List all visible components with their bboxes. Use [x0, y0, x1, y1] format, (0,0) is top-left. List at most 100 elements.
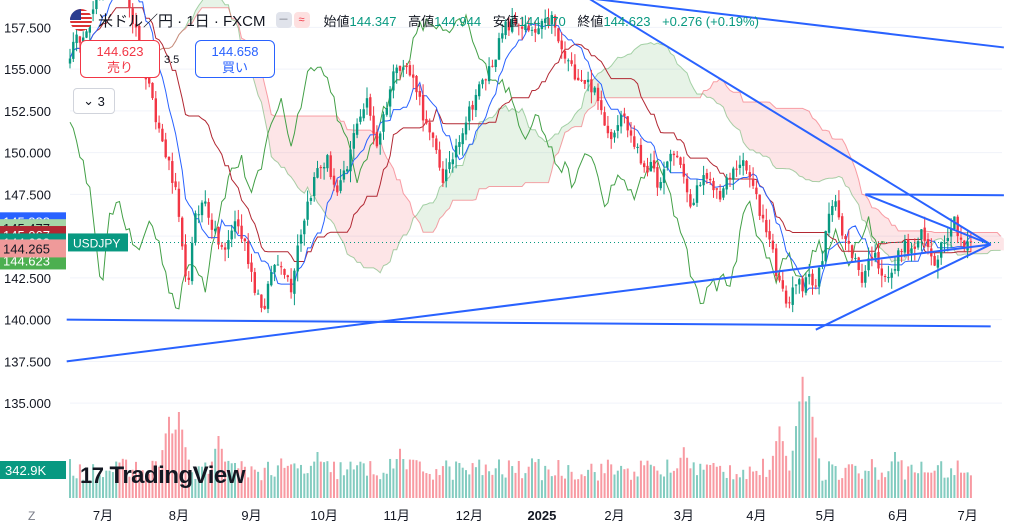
indicator-toggle[interactable]: － ≈: [275, 12, 310, 28]
cloud-segment: [581, 93, 585, 127]
candle: [699, 184, 702, 186]
price-tag: [0, 239, 66, 258]
candle: [184, 244, 187, 277]
cloud-segment: [294, 116, 298, 188]
cloud-segment: [277, 116, 282, 168]
candle: [788, 302, 791, 304]
volume-bar: [758, 475, 761, 498]
candle: [540, 20, 544, 30]
volume-bar: [240, 461, 243, 498]
wave-icon[interactable]: ≈: [293, 12, 310, 28]
candle: [613, 132, 616, 138]
volume-bar: [933, 470, 936, 498]
cloud-segment: [584, 88, 589, 115]
volume-bar: [930, 472, 933, 498]
candle: [148, 77, 151, 84]
trend-line[interactable]: [483, 0, 1005, 49]
volume-bar: [501, 474, 504, 498]
volume-bar: [943, 477, 946, 498]
cloud-segment: [271, 114, 275, 161]
volume-bar: [448, 466, 451, 498]
candle: [784, 290, 788, 304]
candle: [448, 162, 451, 170]
cloud-segment: [370, 130, 374, 268]
trend-line[interactable]: [864, 193, 992, 246]
volume-bar: [861, 478, 863, 498]
trend-line[interactable]: [815, 243, 992, 331]
cloud-segment: [291, 116, 295, 182]
volume-bar: [121, 458, 124, 498]
candle: [197, 214, 200, 216]
minus-icon[interactable]: －: [275, 12, 292, 28]
candle: [511, 19, 514, 32]
trend-line[interactable]: [66, 243, 991, 363]
candle: [907, 238, 910, 254]
volume-bar: [630, 479, 632, 498]
volume-bar: [158, 466, 161, 498]
volume-bar: [880, 472, 883, 498]
volume-bar: [828, 461, 830, 498]
y-tick-label: 157.500: [4, 20, 51, 35]
candle: [303, 220, 306, 235]
candle: [827, 213, 831, 233]
candle: [478, 84, 481, 97]
volume-bar: [385, 473, 388, 498]
candle: [471, 104, 474, 110]
candle: [286, 275, 289, 278]
cloud-segment: [881, 214, 886, 253]
volume-bar: [207, 473, 210, 498]
candle: [138, 25, 141, 52]
candle: [738, 164, 742, 168]
volume-bar: [481, 475, 484, 498]
candle: [319, 167, 322, 169]
timezone-label[interactable]: Z: [28, 509, 35, 523]
candle: [190, 242, 194, 282]
volume-bar: [610, 464, 613, 498]
candle: [398, 65, 402, 71]
sell-button[interactable]: 144.623 売り: [80, 40, 160, 78]
volume-bar: [210, 461, 213, 498]
cloud-segment: [888, 218, 892, 262]
collapse-indicators-button[interactable]: ⌄ 3: [73, 88, 115, 114]
volume-bar: [778, 426, 781, 498]
trend-line[interactable]: [66, 318, 991, 328]
volume-bar: [699, 463, 702, 498]
candle: [768, 231, 771, 240]
cloud-segment: [627, 53, 631, 98]
candle: [355, 123, 359, 135]
volume-bar: [834, 466, 837, 498]
candle: [890, 272, 893, 278]
symbol-tag-label: USDJPY: [73, 236, 120, 250]
volume-bar: [257, 471, 260, 498]
candle: [824, 230, 827, 262]
y-tick-label: 137.500: [4, 354, 51, 369]
cloud-segment: [211, 0, 216, 8]
volume-bar: [831, 464, 834, 498]
high-label: 高値: [408, 13, 435, 29]
volume-bar: [187, 459, 190, 498]
candle: [520, 26, 524, 29]
symbol-title[interactable]: 米ドル／円 · 1日 · FXCM: [98, 12, 266, 30]
x-tick-label: 9月: [241, 508, 261, 523]
cloud-segment: [782, 108, 787, 169]
cloud-segment: [756, 101, 760, 153]
volume-bar: [382, 472, 385, 498]
trend-line[interactable]: [582, 0, 992, 246]
volume-bar: [917, 473, 920, 498]
volume-bar: [283, 467, 286, 498]
volume-bar: [801, 376, 804, 498]
volume-bar: [111, 472, 114, 498]
volume-bar: [666, 459, 669, 498]
cloud-segment: [634, 47, 638, 98]
candle: [781, 280, 784, 289]
volume-bar: [227, 460, 230, 498]
buy-button[interactable]: 144.658 買い: [195, 40, 275, 78]
cloud-segment: [386, 158, 391, 265]
volume-bar: [468, 474, 471, 498]
trend-line[interactable]: [865, 193, 1004, 197]
candle: [270, 272, 273, 286]
x-tick-label: 7月: [93, 508, 113, 523]
cloud-segment: [601, 68, 605, 98]
cloud-segment: [749, 101, 754, 150]
